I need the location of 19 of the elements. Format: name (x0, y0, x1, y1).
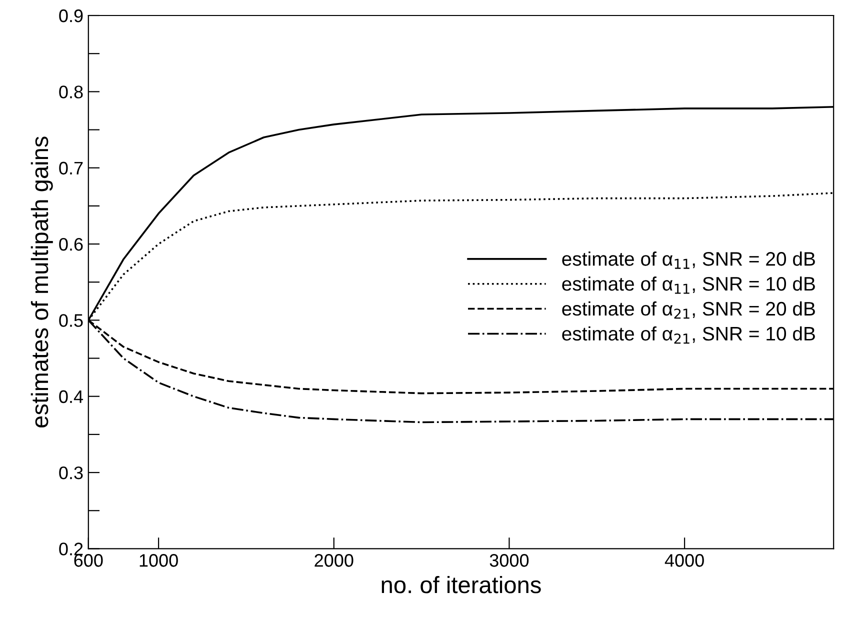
y-tick-label: 0.2 (59, 542, 83, 556)
y-tick-label: 0.7 (59, 162, 83, 175)
x-tick-label: 3000 (490, 554, 529, 567)
y-axis-title: estimates of multipath gains (30, 136, 53, 428)
y-tick-label: 0.5 (59, 314, 83, 327)
x-tick-label: 2000 (314, 554, 354, 567)
y-tick-label: 0.3 (59, 466, 83, 480)
y-tick-label: 0.4 (59, 390, 84, 404)
legend-label: estimate of α$_{11}$, SNR = 10 dB (562, 276, 815, 294)
legend-label: estimate of α$_{21}$, SNR = 20 dB (562, 301, 815, 319)
y-tick-label: 0.9 (59, 9, 83, 22)
x-tick-label: 600 (74, 554, 103, 567)
y-tick-label: 0.8 (59, 86, 83, 98)
x-tick-label: 4000 (664, 554, 704, 567)
x-tick-label: 1000 (140, 554, 178, 567)
legend-label: estimate of α$_{11}$, SNR = 20 dB (562, 252, 815, 269)
x-axis-title: no. of iterations (382, 576, 541, 594)
y-tick-label: 0.6 (59, 238, 83, 251)
legend-label: estimate of α$_{21}$, SNR = 10 dB (562, 326, 815, 344)
